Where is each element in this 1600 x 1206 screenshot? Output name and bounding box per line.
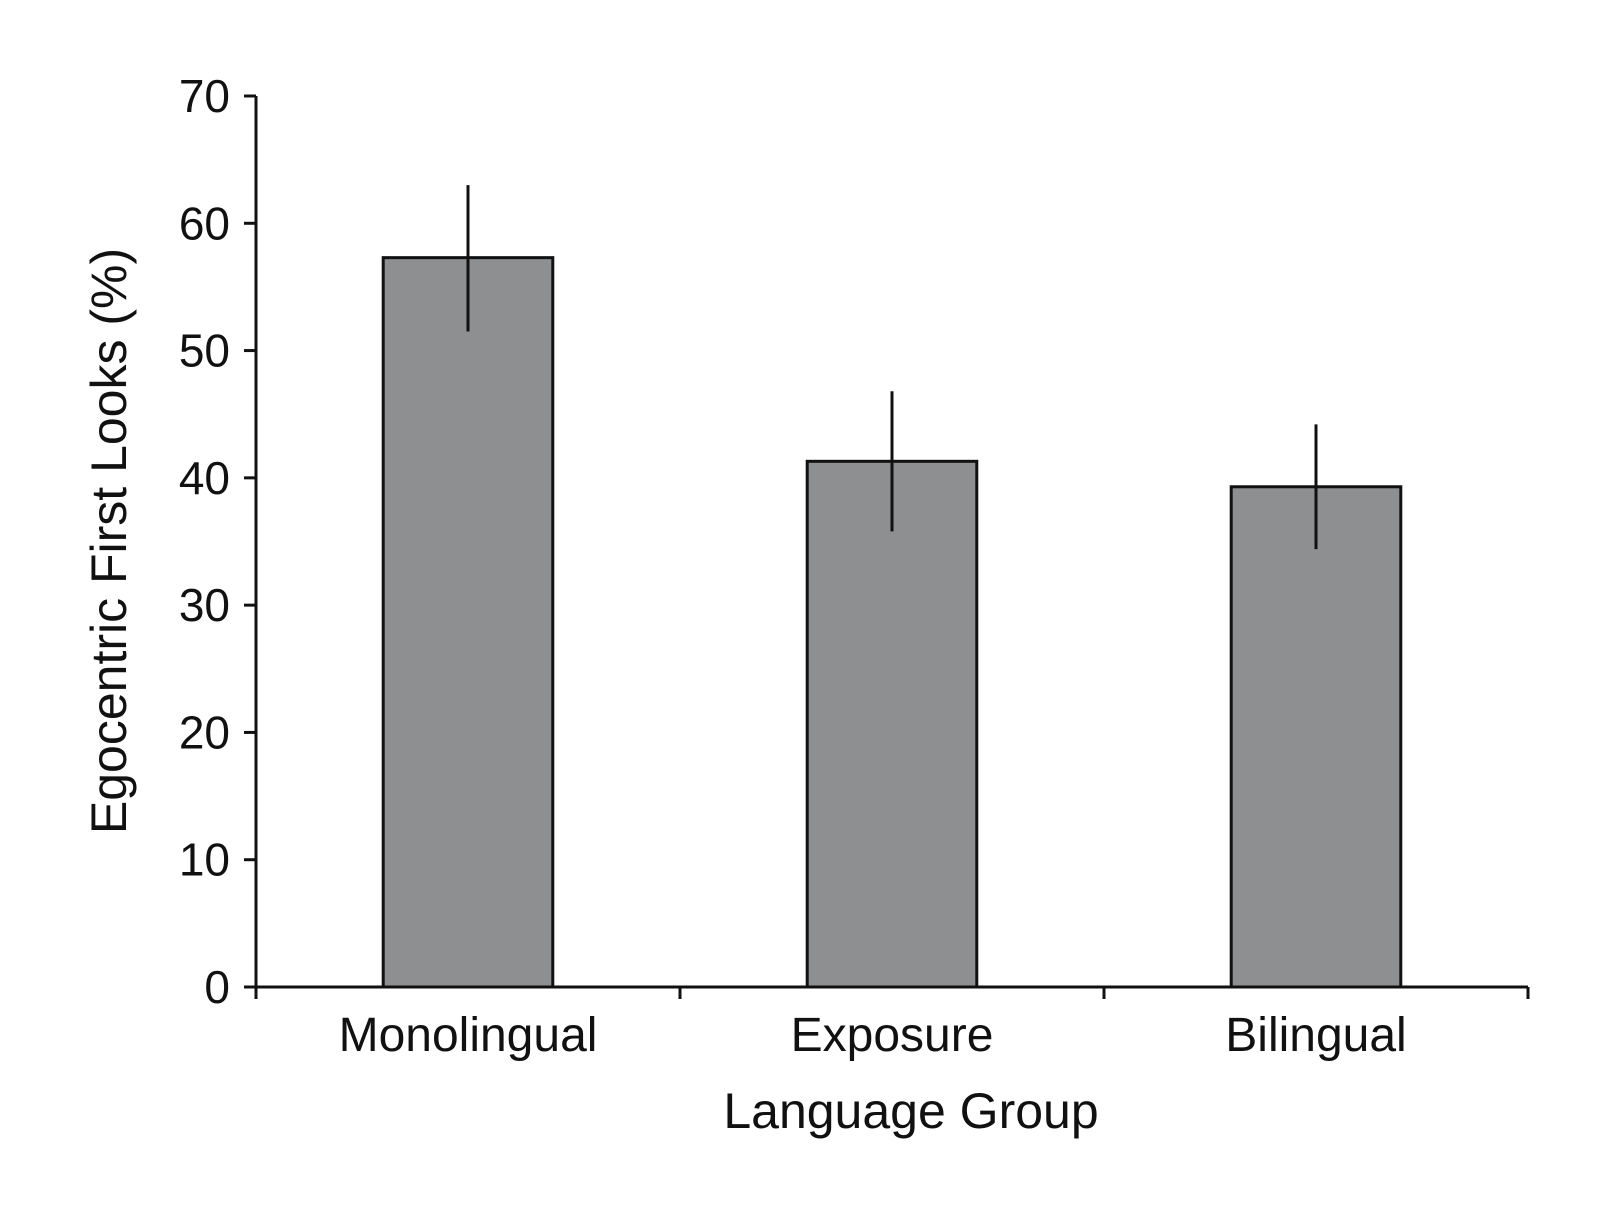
y-tick-label-60: 60: [179, 197, 230, 249]
y-tick-label-20: 20: [179, 706, 230, 758]
bar-exposure: [805, 459, 979, 989]
category-label-exposure: Exposure: [791, 1009, 994, 1062]
bars-group: [381, 256, 1403, 989]
category-label-monolingual: Monolingual: [339, 1009, 598, 1062]
y-tick-label-40: 40: [179, 452, 230, 504]
error-bars-group: [466, 185, 1318, 550]
y-tick-label-0: 0: [204, 961, 230, 1013]
x-axis-title: Language Group: [723, 1083, 1098, 1139]
y-axis-title: Egocentric First Looks (%): [81, 248, 137, 834]
category-label-bilingual: Bilingual: [1225, 1009, 1406, 1062]
y-tick-label-30: 30: [179, 579, 230, 631]
y-tick-label-70: 70: [179, 70, 230, 122]
axes-group: [254, 96, 1528, 989]
y-tick-label-50: 50: [179, 325, 230, 377]
category-labels-group: Monolingual Exposure Bilingual: [339, 1009, 1407, 1062]
y-ticks-group: 0 10 20 30 40 50 60 70: [179, 70, 256, 1013]
y-tick-label-10: 10: [179, 834, 230, 886]
bar-monolingual: [381, 256, 555, 989]
x-ticks-group: [254, 987, 1530, 999]
bar-bilingual: [1229, 485, 1403, 989]
